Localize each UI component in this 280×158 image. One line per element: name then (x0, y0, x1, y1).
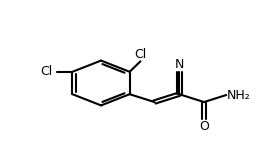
Text: O: O (199, 120, 209, 133)
Text: NH₂: NH₂ (227, 88, 251, 101)
Text: N: N (174, 58, 184, 71)
Text: Cl: Cl (40, 65, 53, 78)
Text: Cl: Cl (134, 48, 147, 61)
